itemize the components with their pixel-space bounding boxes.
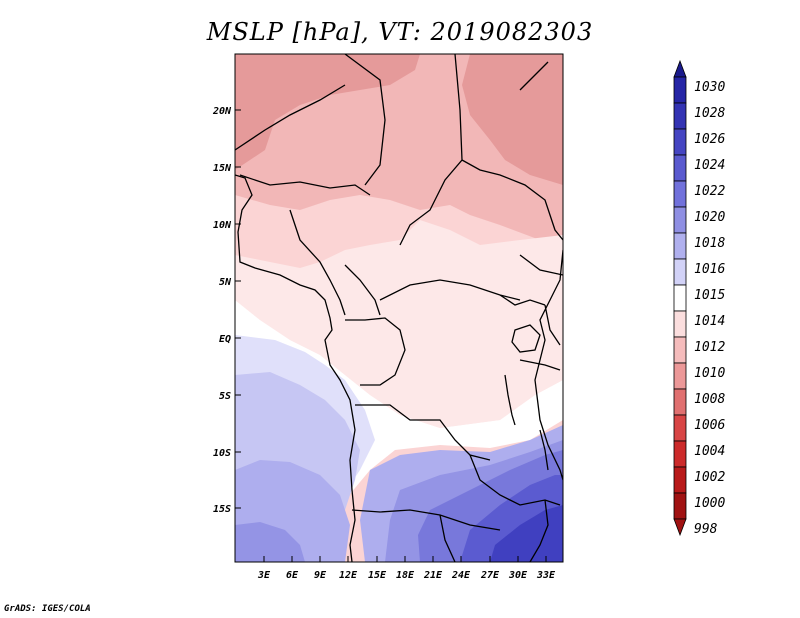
grads-credit: GrADS: IGES/COLA (4, 604, 91, 614)
colorbar-label: 1030 (694, 80, 725, 95)
lon-tick-label: 12E (339, 570, 358, 581)
colorbar-segment (673, 180, 687, 208)
border-zimbabwe-mozambique (529, 499, 549, 562)
colorbar-label: 1020 (694, 210, 725, 225)
colorbar-segment (673, 362, 687, 390)
field-1026-se (490, 505, 563, 562)
border-sudan-east (461, 159, 563, 241)
lat-tick-label: 10N (213, 220, 232, 231)
colorbar-label: 1016 (694, 262, 725, 277)
colorbar-segment (673, 76, 687, 104)
lon-tick-label: 3E (257, 570, 271, 581)
lat-tick-label: 5N (219, 277, 232, 288)
colorbar-segment (673, 414, 687, 442)
lon-tick-label: 6E (286, 570, 299, 581)
lat-tick-label: EQ (219, 334, 231, 345)
lake-malawi (539, 429, 549, 471)
border-chad-sudan (399, 54, 463, 246)
lon-tick-label: 21E (423, 570, 443, 581)
colorbar-segment (673, 310, 687, 338)
colorbar-segment (673, 284, 687, 312)
colorbar-label: 1002 (694, 470, 725, 485)
border-ethiopia-kenya (519, 254, 563, 276)
colorbar-top-arrow (673, 59, 687, 78)
field-1008-northwest (235, 54, 420, 170)
colorbar-segment (673, 492, 687, 520)
border-drc-congo (345, 317, 406, 386)
border-zambia-zimbabwe (469, 454, 561, 506)
colorbar-label: 1015 (694, 288, 725, 303)
lon-tick-label: 9E (314, 570, 327, 581)
lake-tanganyika (504, 374, 516, 426)
east-africa-coastline (534, 249, 563, 481)
lon-tick-label: 33E (536, 570, 556, 581)
colorbar-segment (673, 466, 687, 494)
border-angola-namibia (351, 509, 501, 531)
colorbar-label: 1022 (694, 184, 725, 199)
latitude-axis: 20N 15N 10N 5N EQ 5S 10S 15S (212, 106, 241, 515)
lake-victoria (511, 324, 541, 353)
colorbar-label: 1024 (694, 158, 725, 173)
lon-tick-label: 24E (451, 570, 471, 581)
lat-tick-label: 15S (213, 504, 231, 515)
colorbar-label: 1014 (694, 314, 725, 329)
colorbar-label: 1026 (694, 132, 725, 147)
border-car-south (379, 279, 521, 301)
colorbar-segment (673, 258, 687, 286)
border-cameroon-car (344, 264, 381, 316)
coastlines-and-borders (235, 54, 563, 562)
lon-tick-label: 15E (368, 570, 387, 581)
colorbar-segment (673, 128, 687, 156)
lat-tick-label: 20N (212, 106, 232, 117)
red-sea-coast (519, 61, 549, 91)
field-1008-northeast (462, 54, 563, 185)
border-nigeria-cameroon (289, 209, 346, 316)
lon-tick-label: 18E (396, 570, 415, 581)
border-niger-algeria (235, 84, 346, 151)
colorbar-segment (673, 102, 687, 130)
colorbar-label: 1018 (694, 236, 725, 251)
colorbar-label: 1028 (694, 106, 725, 121)
colorbar-legend: 1030 1028 1026 1024 1022 1020 1018 1016 1015 1014… (673, 59, 725, 537)
pressure-field (235, 54, 563, 562)
map-frame (234, 53, 564, 563)
colorbar-label: 1004 (694, 444, 725, 459)
field-1013-center (235, 220, 563, 428)
west-africa-coastline (235, 174, 356, 562)
colorbar-label: 1012 (694, 340, 725, 355)
lat-tick-label: 10S (213, 448, 231, 459)
border-libya-egypt-sudan (344, 54, 386, 186)
field-1020-sw (235, 522, 305, 562)
colorbar-segment (673, 232, 687, 260)
colorbar-bottom-arrow (673, 518, 687, 537)
colorbar-label: 1008 (694, 392, 725, 407)
colorbar-segment (673, 336, 687, 364)
map-title: MSLP [hPa], VT: 2019082303 (206, 18, 594, 46)
lat-tick-label: 5S (219, 391, 231, 402)
colorbar-label: 998 (694, 522, 718, 537)
border-uganda-kenya (544, 304, 561, 346)
border-south-sudan-uganda (499, 294, 546, 306)
border-nigeria-niger (239, 174, 371, 196)
border-tanzania (519, 359, 561, 371)
colorbar-segment (673, 440, 687, 468)
lat-tick-label: 15N (213, 163, 232, 174)
longitude-axis: 3E 6E 9E 12E 15E 18E 21E 24E 27E 30E 33E (257, 556, 556, 581)
colorbar-label: 1010 (694, 366, 725, 381)
colorbar-segment (673, 206, 687, 234)
colorbar-segment (673, 388, 687, 416)
border-botswana (439, 514, 456, 562)
lon-tick-label: 30E (508, 570, 528, 581)
colorbar-label: 1006 (694, 418, 725, 433)
colorbar-segment (673, 154, 687, 182)
colorbar-label: 1000 (694, 496, 725, 511)
lon-tick-label: 27E (480, 570, 500, 581)
